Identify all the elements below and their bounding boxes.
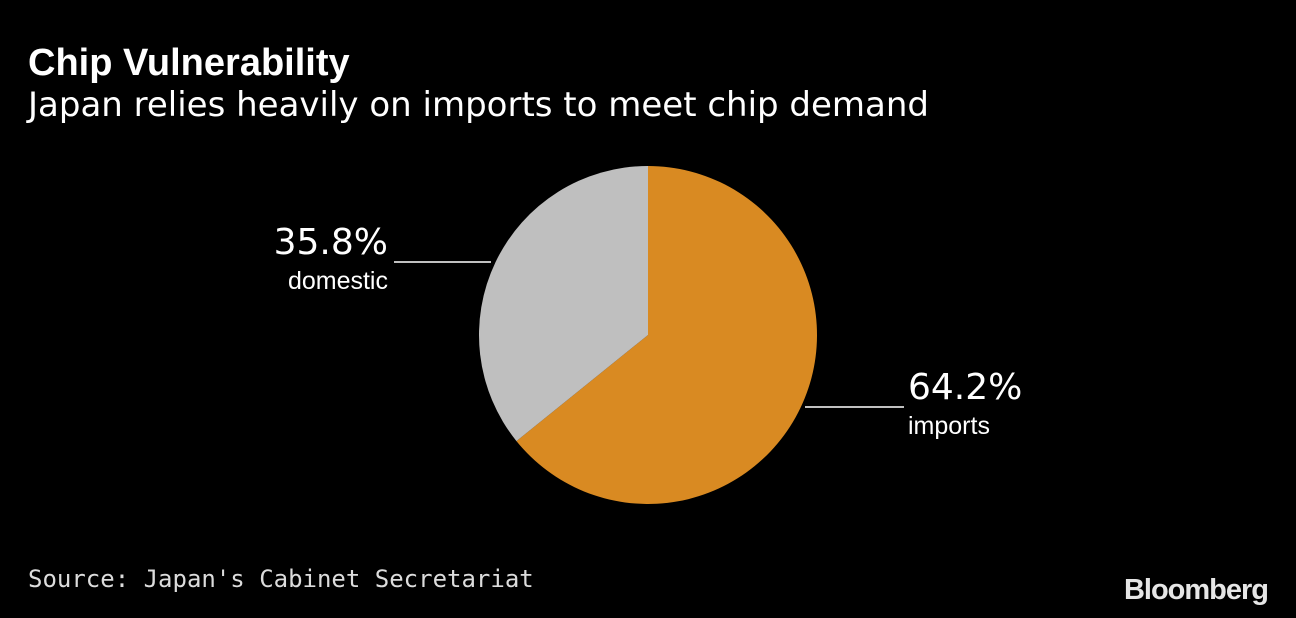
bloomberg-logo: Bloomberg bbox=[1123, 574, 1269, 606]
pie-slice-imports bbox=[516, 166, 817, 504]
chart-title: Chip Vulnerability bbox=[28, 42, 350, 84]
data-label-imports-value: 64.2% bbox=[908, 367, 1022, 408]
data-label-imports-name: imports bbox=[908, 412, 990, 440]
data-label-domestic-name: domestic bbox=[288, 267, 388, 295]
source-note: Source: Japan's Cabinet Secretariat bbox=[28, 565, 534, 593]
data-label-domestic-value: 35.8% bbox=[274, 222, 388, 263]
chart-subtitle: Japan relies heavily on imports to meet … bbox=[28, 85, 929, 125]
pie-slice-domestic bbox=[479, 166, 648, 442]
